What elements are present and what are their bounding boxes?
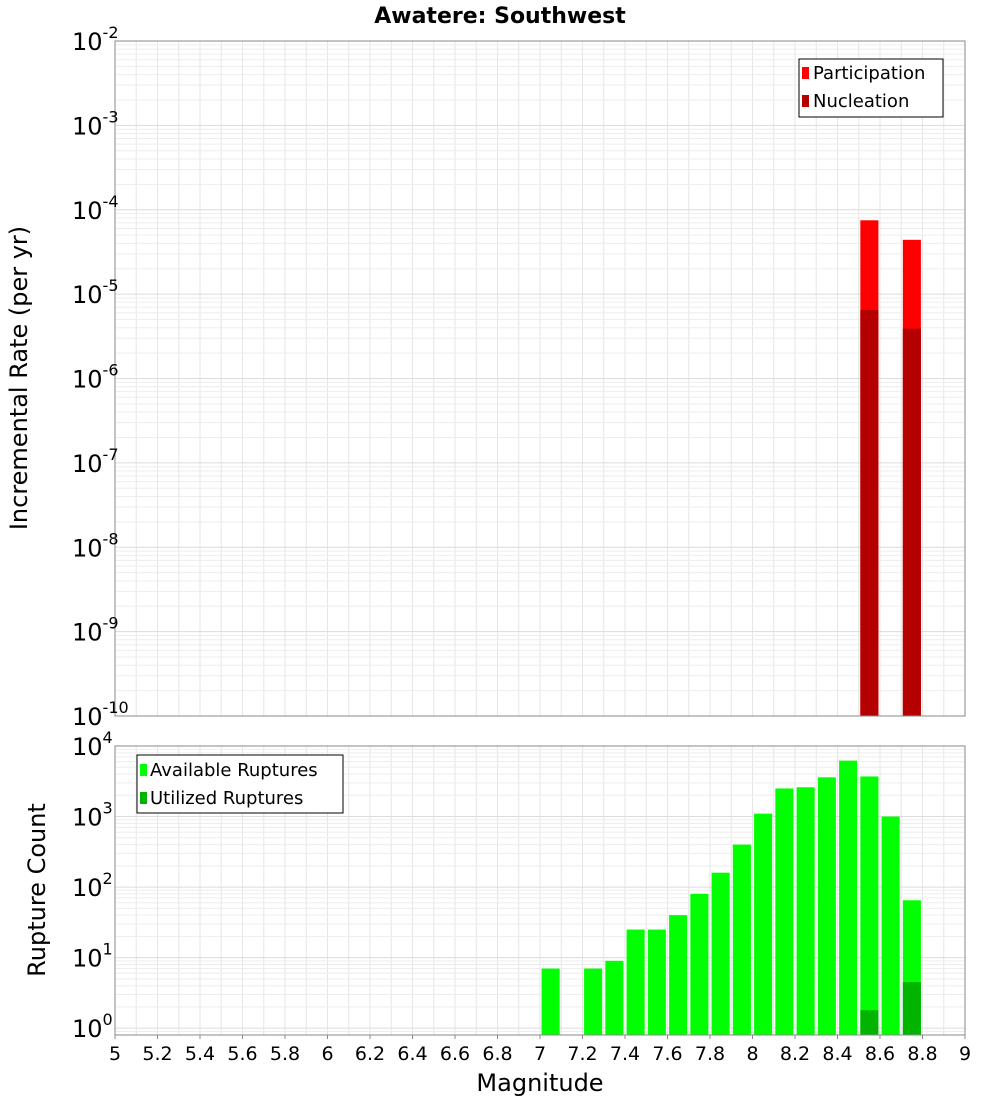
rate-gridlines	[114, 40, 966, 717]
bar-available-ruptures	[775, 788, 794, 1035]
bar-available-ruptures	[626, 929, 645, 1035]
rupture-y-axis-label: Rupture Count	[23, 803, 51, 977]
x-tick-label: 5.4	[185, 1043, 215, 1065]
x-axis-label: Magnitude	[476, 1069, 603, 1097]
nucleation-legend-swatch	[802, 95, 809, 107]
nucleation-legend-label: Nucleation	[813, 91, 909, 112]
bar-available-ruptures	[669, 915, 688, 1035]
rupture-y-tick-label: 101	[72, 940, 113, 973]
rate-y-tick-label: 10-3	[72, 107, 119, 140]
x-tick-label: 5	[109, 1043, 121, 1065]
rate-y-tick-label: 10-2	[72, 23, 119, 56]
rate-y-tick-label: 10-6	[72, 361, 119, 394]
rupture-y-tick-labels: 100 101 102 103 104	[72, 728, 113, 1043]
bar-nucleation	[902, 328, 921, 716]
x-tick-label: 8.6	[865, 1043, 895, 1065]
bar-utilized-ruptures	[902, 982, 921, 1035]
rupture-y-tick-label: 102	[72, 869, 113, 902]
bar-available-ruptures	[541, 968, 560, 1035]
rate-y-tick-label: 10-4	[72, 192, 119, 225]
bar-available-ruptures	[881, 816, 900, 1035]
rate-plot: 10-10 10-9 10-8 10-7 10-6 10-5 10-4 10-3 10-2 In…	[5, 23, 966, 731]
rupture-legend-box	[136, 754, 344, 814]
x-tick-label: 6.8	[482, 1043, 512, 1065]
chart-title: Awatere: Southwest	[374, 4, 626, 29]
rupture-bars	[541, 760, 921, 1035]
x-tick-label: 6.2	[355, 1043, 385, 1065]
x-tick-label: 5.8	[270, 1043, 300, 1065]
x-tick-label: 6.4	[397, 1043, 427, 1065]
rupture-y-tick-label: 104	[72, 728, 113, 761]
bar-nucleation	[860, 309, 879, 716]
bar-available-ruptures	[605, 960, 624, 1035]
rate-y-tick-label: 10-10	[72, 698, 129, 731]
bar-available-ruptures	[860, 776, 879, 1035]
x-tick-label: 8	[746, 1043, 758, 1065]
bar-available-ruptures	[796, 787, 815, 1035]
rate-y-axis-label: Incremental Rate (per yr)	[5, 226, 33, 530]
rupture-y-tick-label: 100	[72, 1010, 113, 1043]
x-tick-label: 8.8	[907, 1043, 937, 1065]
rate-y-tick-label: 10-7	[72, 445, 119, 478]
x-tick-label: 8.2	[780, 1043, 810, 1065]
bar-available-ruptures	[711, 872, 730, 1035]
rupture-count-plot: 100 101 102 103 104 5 5.2 5.4 5.6 5.8 6 6.2 6.4 6.6 6…	[23, 728, 971, 1097]
participation-legend-swatch	[802, 67, 809, 79]
x-tick-label: 7	[534, 1043, 546, 1065]
available-legend-swatch	[140, 764, 147, 776]
x-tick-label: 9	[959, 1043, 971, 1065]
utilized-legend-swatch	[140, 792, 147, 804]
rate-y-tick-labels: 10-10 10-9 10-8 10-7 10-6 10-5 10-4 10-3 10-2	[72, 23, 129, 731]
available-legend-label: Available Ruptures	[150, 760, 318, 781]
x-tick-label: 5.2	[142, 1043, 172, 1065]
x-tick-label: 7.8	[695, 1043, 725, 1065]
x-tick-label: 7.6	[652, 1043, 682, 1065]
rupture-y-tick-label: 103	[72, 799, 113, 832]
rate-y-tick-label: 10-5	[72, 276, 119, 309]
x-tick-label: 7.4	[610, 1043, 640, 1065]
x-tick-label: 5.6	[227, 1043, 257, 1065]
rate-y-tick-label: 10-8	[72, 529, 119, 562]
bar-available-ruptures	[690, 893, 709, 1035]
rate-legend: Participation Nucleation	[798, 58, 944, 118]
bar-available-ruptures	[584, 968, 603, 1035]
bar-available-ruptures	[839, 760, 858, 1035]
bar-available-ruptures	[817, 777, 836, 1035]
rate-legend-box	[798, 58, 944, 118]
utilized-legend-label: Utilized Ruptures	[150, 788, 303, 809]
bar-available-ruptures	[732, 844, 751, 1035]
x-tick-label: 8.4	[822, 1043, 852, 1065]
x-tick-label: 7.2	[567, 1043, 597, 1065]
x-tick-label: 6	[321, 1043, 333, 1065]
rate-y-tick-label: 10-9	[72, 614, 119, 647]
bar-available-ruptures	[647, 929, 666, 1035]
bar-utilized-ruptures	[860, 1010, 879, 1035]
rupture-legend: Available Ruptures Utilized Ruptures	[136, 754, 344, 814]
rate-bars	[860, 220, 921, 717]
x-tick-label: 6.6	[440, 1043, 470, 1065]
x-tick-labels: 5 5.2 5.4 5.6 5.8 6 6.2 6.4 6.6 6.8 7 7.2 7.4 7.6 7.8 8…	[109, 1035, 971, 1065]
rate-plot-border	[114, 40, 966, 717]
bar-available-ruptures	[754, 813, 773, 1035]
participation-legend-label: Participation	[813, 63, 925, 84]
